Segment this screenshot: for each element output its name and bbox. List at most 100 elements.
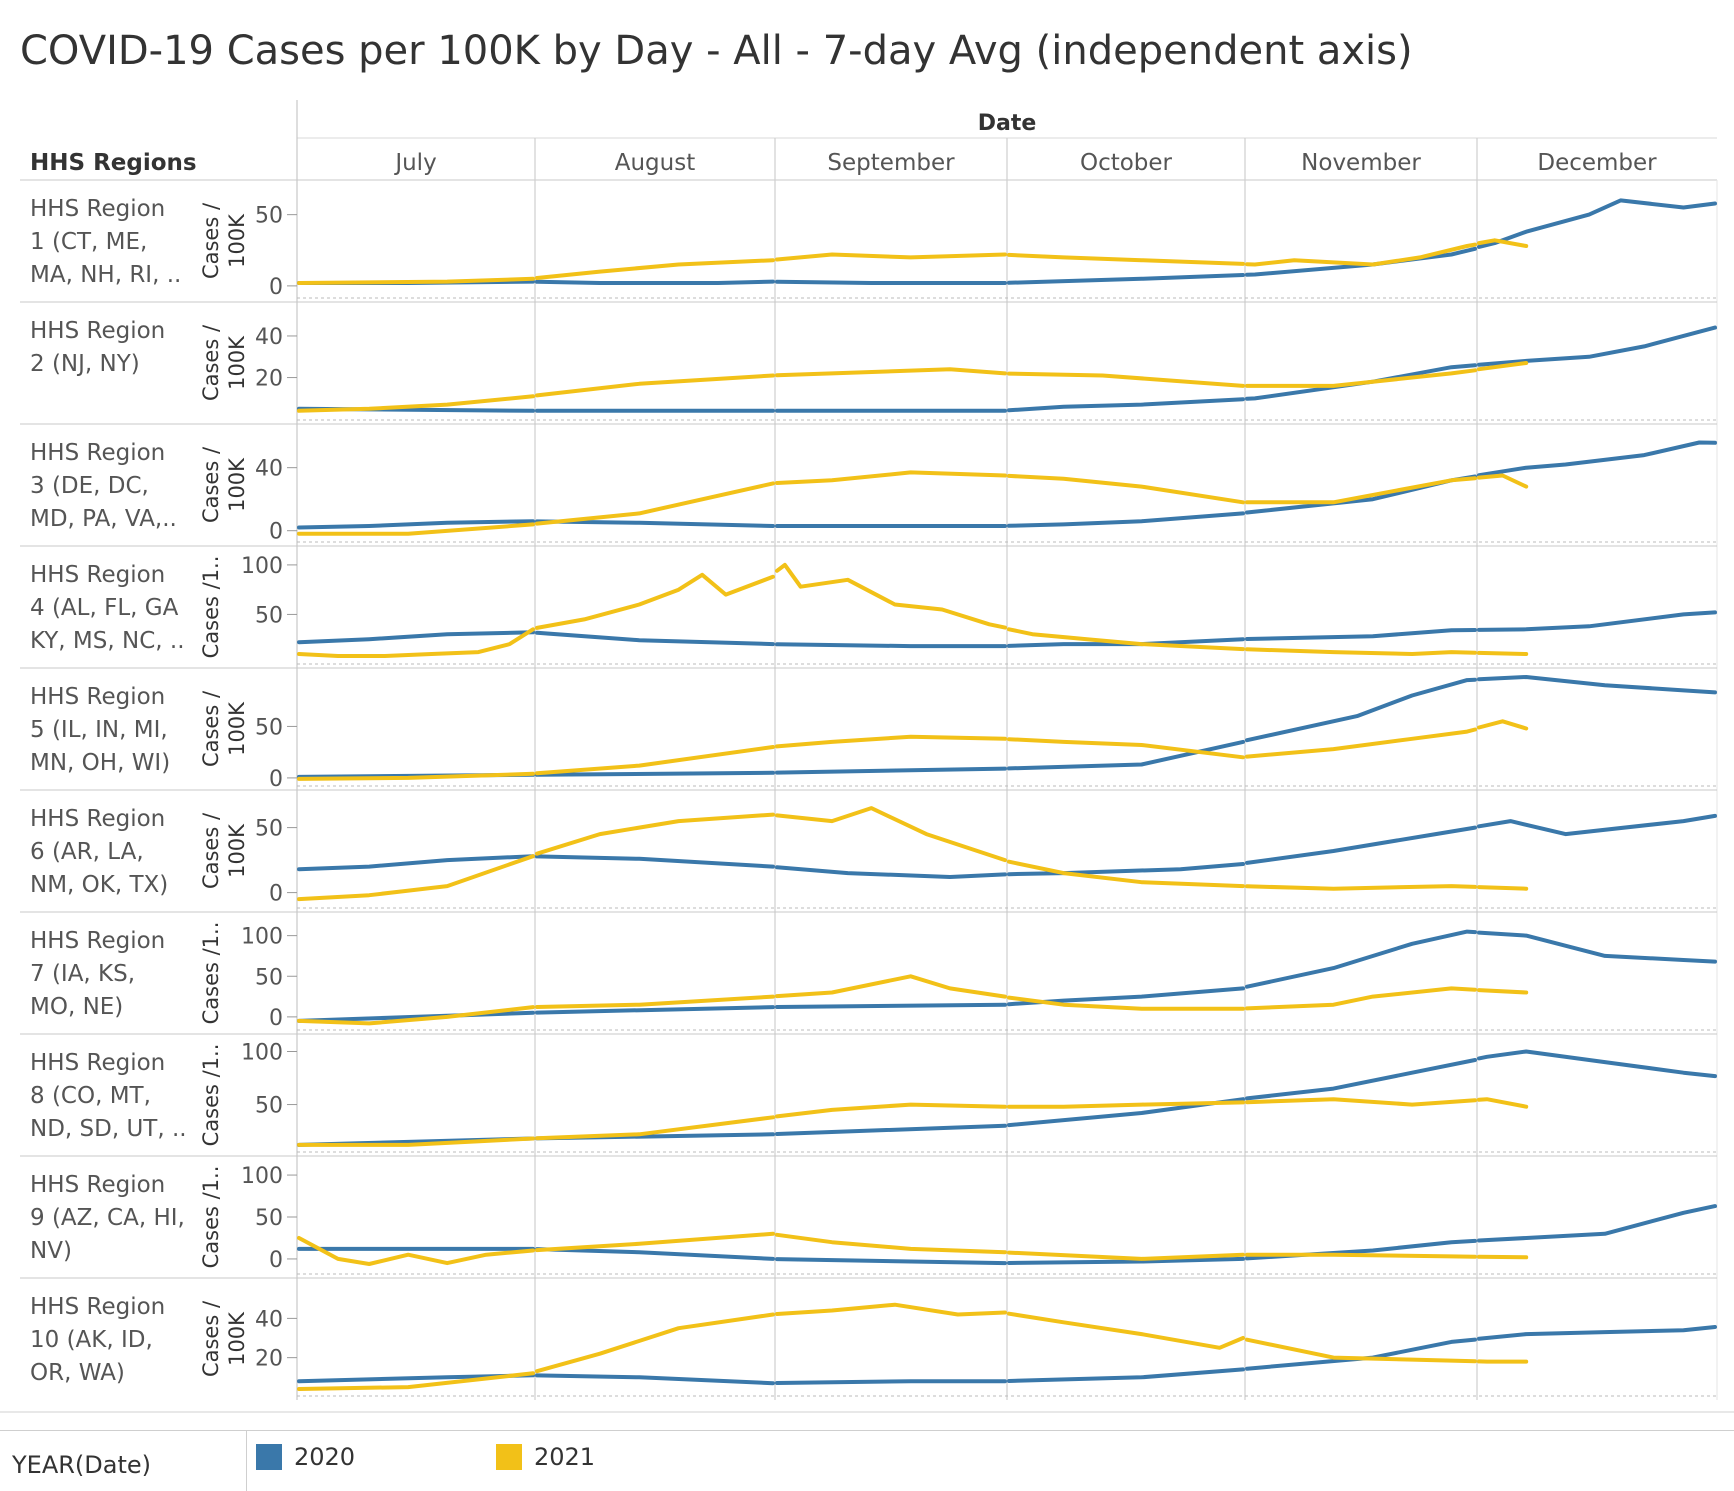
region-label-line: 2 (NJ, NY) <box>30 351 140 377</box>
legend-divider <box>246 1431 247 1491</box>
y-axis-title-line: Cases / <box>199 1300 223 1377</box>
region-label-line: HHS Region <box>30 1050 165 1076</box>
month-header-october: October <box>1080 150 1173 176</box>
region-label-line: HHS Region <box>30 196 165 222</box>
y-axis-title-line: 100K <box>225 701 249 756</box>
series-line-2021 <box>1479 990 1526 992</box>
y-tick-label: 40 <box>255 457 283 482</box>
series-line-2021 <box>537 997 773 1007</box>
legend-item-2021[interactable]: 2021 <box>496 1441 595 1473</box>
series-line-2020 <box>1479 1052 1715 1077</box>
series-line-2020 <box>537 282 773 283</box>
region-label-line: HHS Region <box>30 1294 165 1320</box>
series-line-2020 <box>1247 1060 1475 1098</box>
y-tick-label: 0 <box>269 1248 283 1273</box>
series-line-2021 <box>1479 1099 1526 1107</box>
series-line-2021 <box>777 255 1005 260</box>
series-line-2021 <box>537 575 773 628</box>
series-line-2021 <box>777 976 1005 996</box>
region-label-line: ND, SD, UT, .. <box>30 1116 187 1142</box>
legend-item-2020[interactable]: 2020 <box>256 1441 355 1473</box>
series-line-2020 <box>777 644 1005 646</box>
region-label-line: 8 (CO, MT, <box>30 1083 151 1109</box>
region-label-line: KY, MS, NC, .. <box>30 628 185 654</box>
series-line-2020 <box>1479 1206 1715 1240</box>
region-label-line: HHS Region <box>30 684 165 710</box>
series-line-2021 <box>777 369 1005 375</box>
series-line-2020 <box>1479 933 1715 962</box>
series-line-2021 <box>1247 370 1475 386</box>
series-line-2020 <box>537 633 773 644</box>
y-axis-title: Cases /100K <box>199 324 249 401</box>
series-line-2021 <box>777 565 1005 628</box>
series-line-2020 <box>777 1126 1005 1134</box>
series-line-2021 <box>777 1235 1005 1252</box>
y-axis-title-line: Cases / <box>199 812 223 889</box>
region-label-line: HHS Region <box>30 928 165 954</box>
series-line-2020 <box>1247 630 1475 639</box>
series-line-2020 <box>777 769 1005 773</box>
series-line-2021 <box>777 808 1005 860</box>
y-axis-title: Cases /100K <box>199 812 249 889</box>
series-line-2020 <box>1479 1327 1715 1339</box>
series-line-2021 <box>1479 476 1526 487</box>
series-line-2020 <box>1247 1340 1475 1369</box>
series-line-2020 <box>1479 443 1715 476</box>
y-axis-title: Cases /1.. <box>199 922 223 1025</box>
hhs-regions-header: HHS Regions <box>30 150 197 176</box>
y-axis-title-line: Cases /1.. <box>199 1166 223 1269</box>
y-axis-title: Cases /100K <box>199 202 249 279</box>
y-tick-label: 50 <box>255 603 283 628</box>
series-line-2021 <box>777 1105 1005 1117</box>
legend-label: 2021 <box>534 1443 595 1471</box>
y-axis-title-line: Cases / <box>199 324 223 401</box>
y-axis-title-line: Cases /1.. <box>199 556 223 659</box>
y-tick-label: 0 <box>269 520 283 545</box>
y-tick-label: 100 <box>241 1040 283 1065</box>
region-label: HHS Region 8 (CO, MT, ND, SD, UT, .. <box>30 1050 187 1142</box>
y-tick-label: 50 <box>255 965 283 990</box>
region-label-line: OR, WA) <box>30 1360 125 1386</box>
region-label-line: MN, OH, WI) <box>30 750 170 776</box>
series-line-2020 <box>1247 932 1475 987</box>
y-tick-label: 100 <box>241 925 283 950</box>
y-tick-label: 20 <box>255 367 283 392</box>
region-label-line: 1 (CT, ME, <box>30 229 147 255</box>
region-label-line: HHS Region <box>30 440 165 466</box>
series-line-2020 <box>299 632 533 642</box>
series-line-2020 <box>1247 828 1475 863</box>
month-header-november: November <box>1301 150 1421 176</box>
series-line-2021 <box>1009 1102 1243 1106</box>
series-line-2021 <box>777 472 1005 483</box>
y-tick-label: 50 <box>255 1094 283 1119</box>
legend-swatch-2021 <box>496 1444 522 1470</box>
series-line-2021 <box>1009 1314 1243 1348</box>
y-tick-label: 40 <box>255 1307 283 1332</box>
series-line-2020 <box>537 1249 773 1259</box>
y-axis-title: Cases /100K <box>199 446 249 523</box>
region-label-line: MA, NH, RI, .. <box>30 262 181 288</box>
y-tick-label: 0 <box>269 275 283 300</box>
series-line-2021 <box>1479 721 1526 728</box>
region-label-line: 3 (DE, DC, <box>30 473 149 499</box>
y-axis-title-line: 100K <box>225 1311 249 1366</box>
month-header-december: December <box>1537 150 1657 176</box>
y-tick-label: 50 <box>255 715 283 740</box>
y-tick-label: 0 <box>269 767 283 792</box>
series-line-2020 <box>1247 680 1475 741</box>
month-header-july: July <box>393 150 436 176</box>
series-line-2021 <box>1479 653 1526 654</box>
series-line-2021 <box>537 483 773 523</box>
series-line-2020 <box>1009 275 1243 283</box>
series-line-2021 <box>537 376 773 396</box>
month-header-september: September <box>827 150 955 176</box>
y-axis-title-line: 100K <box>225 213 249 268</box>
series-line-2020 <box>777 867 1005 877</box>
series-line-2021 <box>1009 374 1243 386</box>
